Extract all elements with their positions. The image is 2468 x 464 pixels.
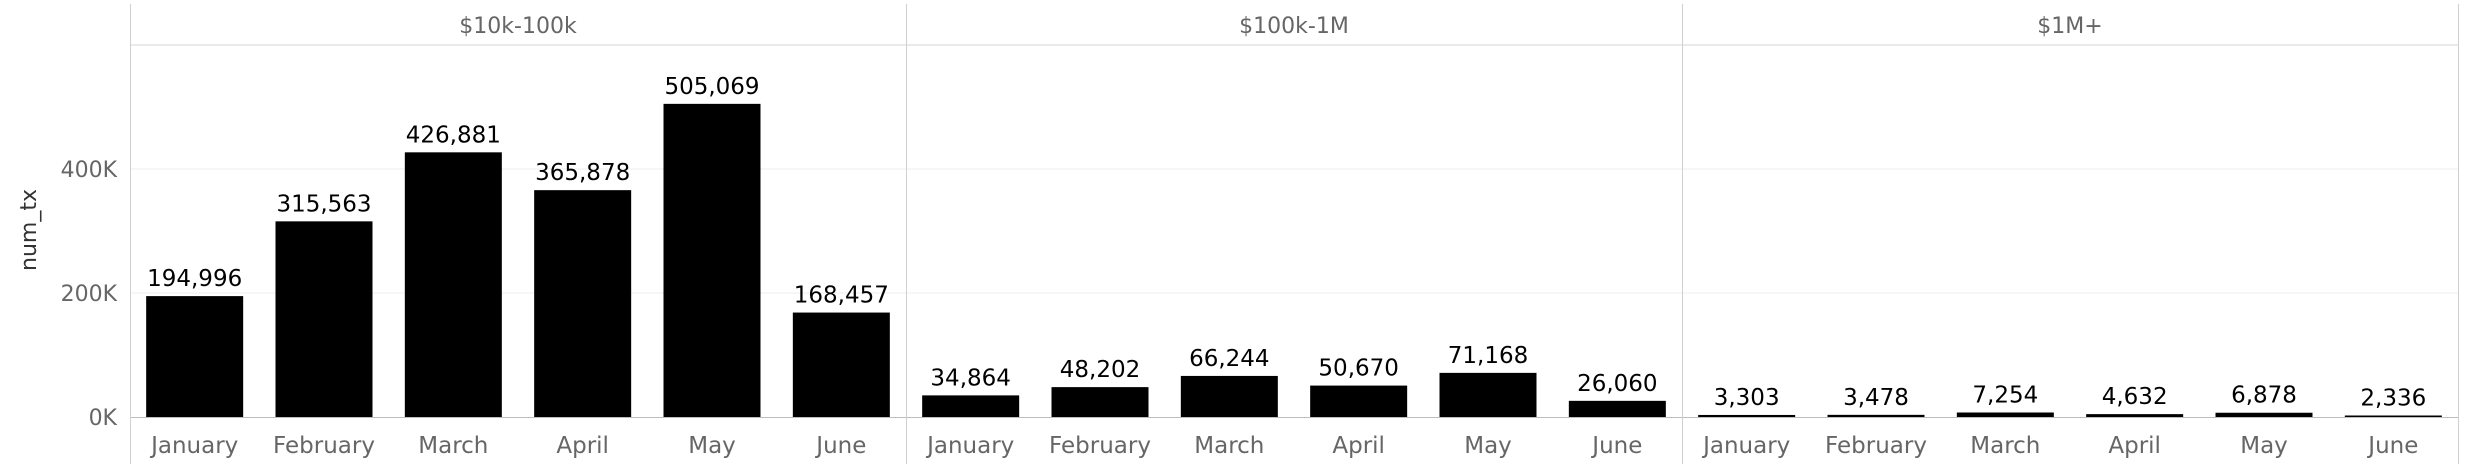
- x-category-label: April: [2108, 433, 2161, 459]
- text-layer: 0K 200K 400K $10k-100k 194,996 January 315,563…: [61, 14, 2427, 459]
- bar-value-label: 2,336: [2360, 386, 2426, 412]
- y-axis-title: num_tx: [17, 189, 42, 271]
- panel-header: $100k-1M: [1239, 14, 1349, 39]
- bar: [1956, 412, 2054, 417]
- x-category-label: June: [2366, 433, 2418, 459]
- bar: [1180, 375, 1278, 417]
- bar-value-label: 4,632: [2102, 384, 2168, 410]
- bar-value-label: 34,864: [930, 365, 1010, 391]
- bar-value-label: 505,069: [664, 74, 759, 100]
- bar: [2086, 414, 2184, 417]
- x-category-label: April: [556, 433, 609, 459]
- x-category-label: May: [2240, 433, 2288, 459]
- y-tick-label: 200K: [61, 282, 118, 307]
- bar: [663, 103, 761, 417]
- bars-layer: [146, 103, 2442, 417]
- bar-value-label: 3,303: [1714, 385, 1780, 411]
- x-category-label: March: [1194, 433, 1264, 459]
- bar: [2215, 412, 2313, 417]
- bar-value-label: 365,878: [535, 160, 630, 186]
- bar: [1568, 400, 1666, 417]
- bar: [146, 296, 244, 417]
- bar: [1439, 372, 1537, 417]
- bar-value-label: 7,254: [1972, 383, 2038, 409]
- x-category-label: May: [688, 433, 736, 459]
- bar-value-label: 50,670: [1318, 356, 1398, 382]
- bar: [1310, 385, 1408, 417]
- x-category-label: June: [1590, 433, 1642, 459]
- bar-value-label: 71,168: [1448, 343, 1528, 369]
- x-category-label: January: [1701, 433, 1790, 459]
- bar: [1698, 414, 1796, 417]
- bar: [534, 190, 632, 417]
- bar: [404, 152, 502, 417]
- bar-value-label: 168,457: [794, 283, 889, 309]
- bar-value-label: 26,060: [1577, 371, 1657, 397]
- bar-value-label: 426,881: [406, 122, 501, 148]
- x-category-label: February: [1825, 433, 1927, 459]
- x-category-label: March: [1970, 433, 2040, 459]
- bar: [1051, 387, 1149, 417]
- x-category-label: February: [273, 433, 375, 459]
- bar: [275, 221, 373, 417]
- frame-layer: [130, 4, 2459, 464]
- x-category-label: January: [925, 433, 1014, 459]
- panel-header: $10k-100k: [459, 14, 577, 39]
- bar: [2344, 415, 2442, 417]
- y-tick-label: 400K: [61, 158, 118, 183]
- x-category-label: January: [149, 433, 238, 459]
- bar: [1827, 414, 1925, 417]
- bar: [792, 312, 890, 417]
- x-category-label: May: [1464, 433, 1512, 459]
- x-category-label: April: [1332, 433, 1385, 459]
- bar-value-label: 48,202: [1060, 357, 1140, 383]
- x-category-label: June: [814, 433, 866, 459]
- bar-value-label: 6,878: [2231, 383, 2297, 409]
- y-tick-label: 0K: [89, 406, 118, 431]
- x-category-label: February: [1049, 433, 1151, 459]
- bar: [922, 395, 1020, 417]
- x-category-label: March: [418, 433, 488, 459]
- bar-value-label: 3,478: [1843, 385, 1909, 411]
- bar-value-label: 194,996: [147, 266, 242, 292]
- panel-header: $1M+: [2037, 14, 2102, 39]
- bar-value-label: 66,244: [1189, 346, 1269, 372]
- bar-value-label: 315,563: [276, 191, 371, 217]
